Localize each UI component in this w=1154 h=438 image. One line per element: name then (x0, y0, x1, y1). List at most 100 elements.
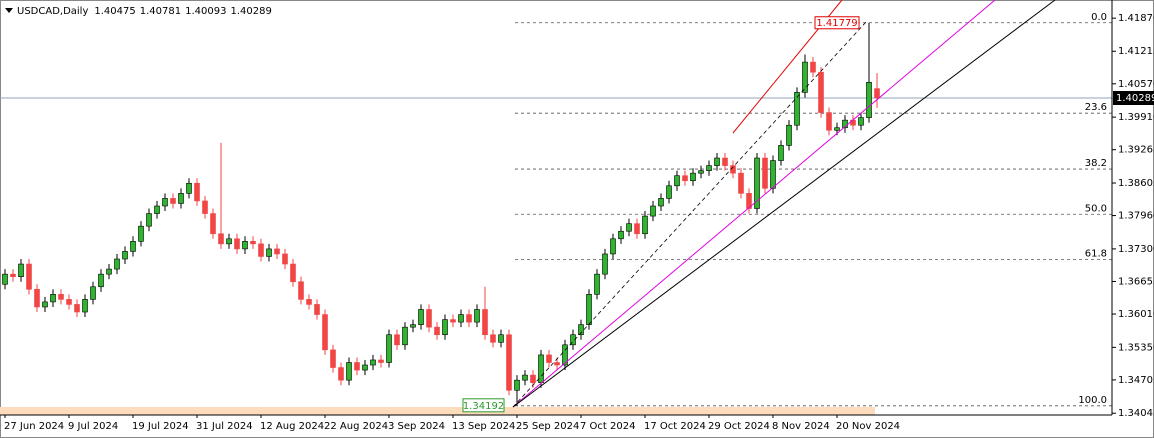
candle-body (586, 294, 592, 325)
candle-body (650, 205, 656, 217)
candle-body (778, 145, 784, 161)
candle-body (298, 281, 304, 300)
candle-body (250, 241, 256, 245)
low-label: 1.34192 (463, 401, 504, 412)
x-tick-label: 29 Oct 2024 (708, 421, 770, 432)
candle-body (738, 172, 744, 194)
y-tick-label: 1.36010 (1118, 309, 1154, 320)
candle-body (114, 258, 120, 270)
candle-body (786, 124, 792, 146)
x-tick-label: 17 Oct 2024 (644, 421, 706, 432)
candle-body (330, 349, 336, 368)
candle-body (506, 334, 512, 391)
candle-body (394, 334, 400, 346)
candle-body (266, 248, 272, 257)
trend-line (512, 0, 996, 408)
y-tick-label: 1.34045 (1118, 408, 1154, 419)
candle-body (514, 379, 520, 391)
candle-body (474, 309, 480, 323)
candle-body (66, 299, 72, 305)
menu-triangle[interactable] (5, 8, 13, 13)
candle-body (698, 170, 704, 174)
candle-body (90, 286, 96, 300)
y-tick-label: 1.41215 (1118, 46, 1154, 57)
candle-body (762, 157, 768, 189)
x-tick-label: 7 Oct 2024 (580, 421, 635, 432)
x-tick-label: 25 Sep 2024 (516, 421, 579, 432)
candle-body (26, 263, 32, 290)
candle-body (322, 314, 328, 351)
x-tick-label: 27 Jun 2024 (4, 421, 64, 432)
candle-body (562, 344, 568, 366)
candle-body (58, 294, 64, 300)
candle-body (210, 213, 216, 235)
candle-body (130, 241, 136, 252)
candle-body (602, 253, 608, 275)
y-tick-label: 1.34705 (1118, 375, 1154, 386)
y-tick-label: 1.39910 (1118, 112, 1154, 123)
candle-body (538, 354, 544, 383)
candle-body (362, 364, 368, 371)
candle-body (642, 215, 648, 235)
candle-body (106, 268, 112, 275)
candle-body (186, 182, 192, 194)
y-tick-label: 1.38605 (1118, 178, 1154, 189)
x-tick-label: 19 Jul 2024 (132, 421, 189, 432)
current-price-label: 1.40289 (1116, 93, 1154, 104)
candle-body (410, 324, 416, 328)
current-price-box (1113, 90, 1154, 105)
y-tick-label: 1.40570 (1118, 79, 1154, 90)
x-tick-label: 31 Jul 2024 (196, 421, 253, 432)
candle-body (18, 263, 24, 277)
candle-body (386, 334, 392, 363)
open: 1.40475 (94, 6, 135, 17)
candle-body (770, 160, 776, 189)
candle-body (98, 273, 104, 288)
candle-body (490, 334, 496, 343)
candle-body (626, 223, 632, 232)
candle-body (82, 299, 88, 313)
fib-label: 100.0 (1078, 395, 1107, 406)
y-tick-label: 1.37960 (1118, 211, 1154, 222)
candle-body (10, 273, 16, 277)
candle-body (346, 362, 352, 381)
y-tick-label: 1.35350 (1118, 342, 1154, 353)
candle-body (242, 241, 248, 250)
candle-body (818, 71, 824, 113)
candle-body (674, 175, 680, 187)
candle-body (618, 230, 624, 240)
fib-zone (0, 407, 875, 415)
candle-body (714, 157, 720, 166)
candle-body (722, 157, 728, 166)
low-label-box (462, 398, 505, 413)
y-tick-label: 1.41870 (1118, 13, 1154, 24)
candle-body (682, 175, 688, 182)
candle-body (2, 273, 8, 285)
x-tick-label: 12 Aug 2024 (260, 421, 324, 432)
candle-body (402, 326, 408, 346)
x-tick-label: 22 Aug 2024 (324, 421, 388, 432)
candle-body (658, 198, 664, 207)
candle-body (666, 185, 672, 199)
candle-body (554, 362, 560, 366)
candle-body (282, 253, 288, 265)
y-tick-label: 1.39265 (1118, 145, 1154, 156)
candle-body (874, 88, 880, 99)
high-label: 1.41779 (816, 18, 857, 29)
candle-body (162, 198, 168, 207)
y-tick-label: 1.36655 (1118, 276, 1154, 287)
x-tick-label: 3 Sep 2024 (388, 421, 445, 432)
candle-body (458, 314, 464, 323)
candle-body (50, 294, 56, 303)
candle-body (434, 326, 440, 336)
candle-body (370, 359, 376, 366)
header: USDCAD,Daily 1.40475 1.40781 1.40093 1.40289 (17, 6, 272, 17)
candle-body (498, 334, 504, 343)
y-tick-label: 1.37300 (1118, 244, 1154, 255)
candle-body (34, 288, 40, 308)
low: 1.40093 (185, 6, 226, 17)
candle-body (482, 309, 488, 336)
candle-body (378, 359, 384, 363)
